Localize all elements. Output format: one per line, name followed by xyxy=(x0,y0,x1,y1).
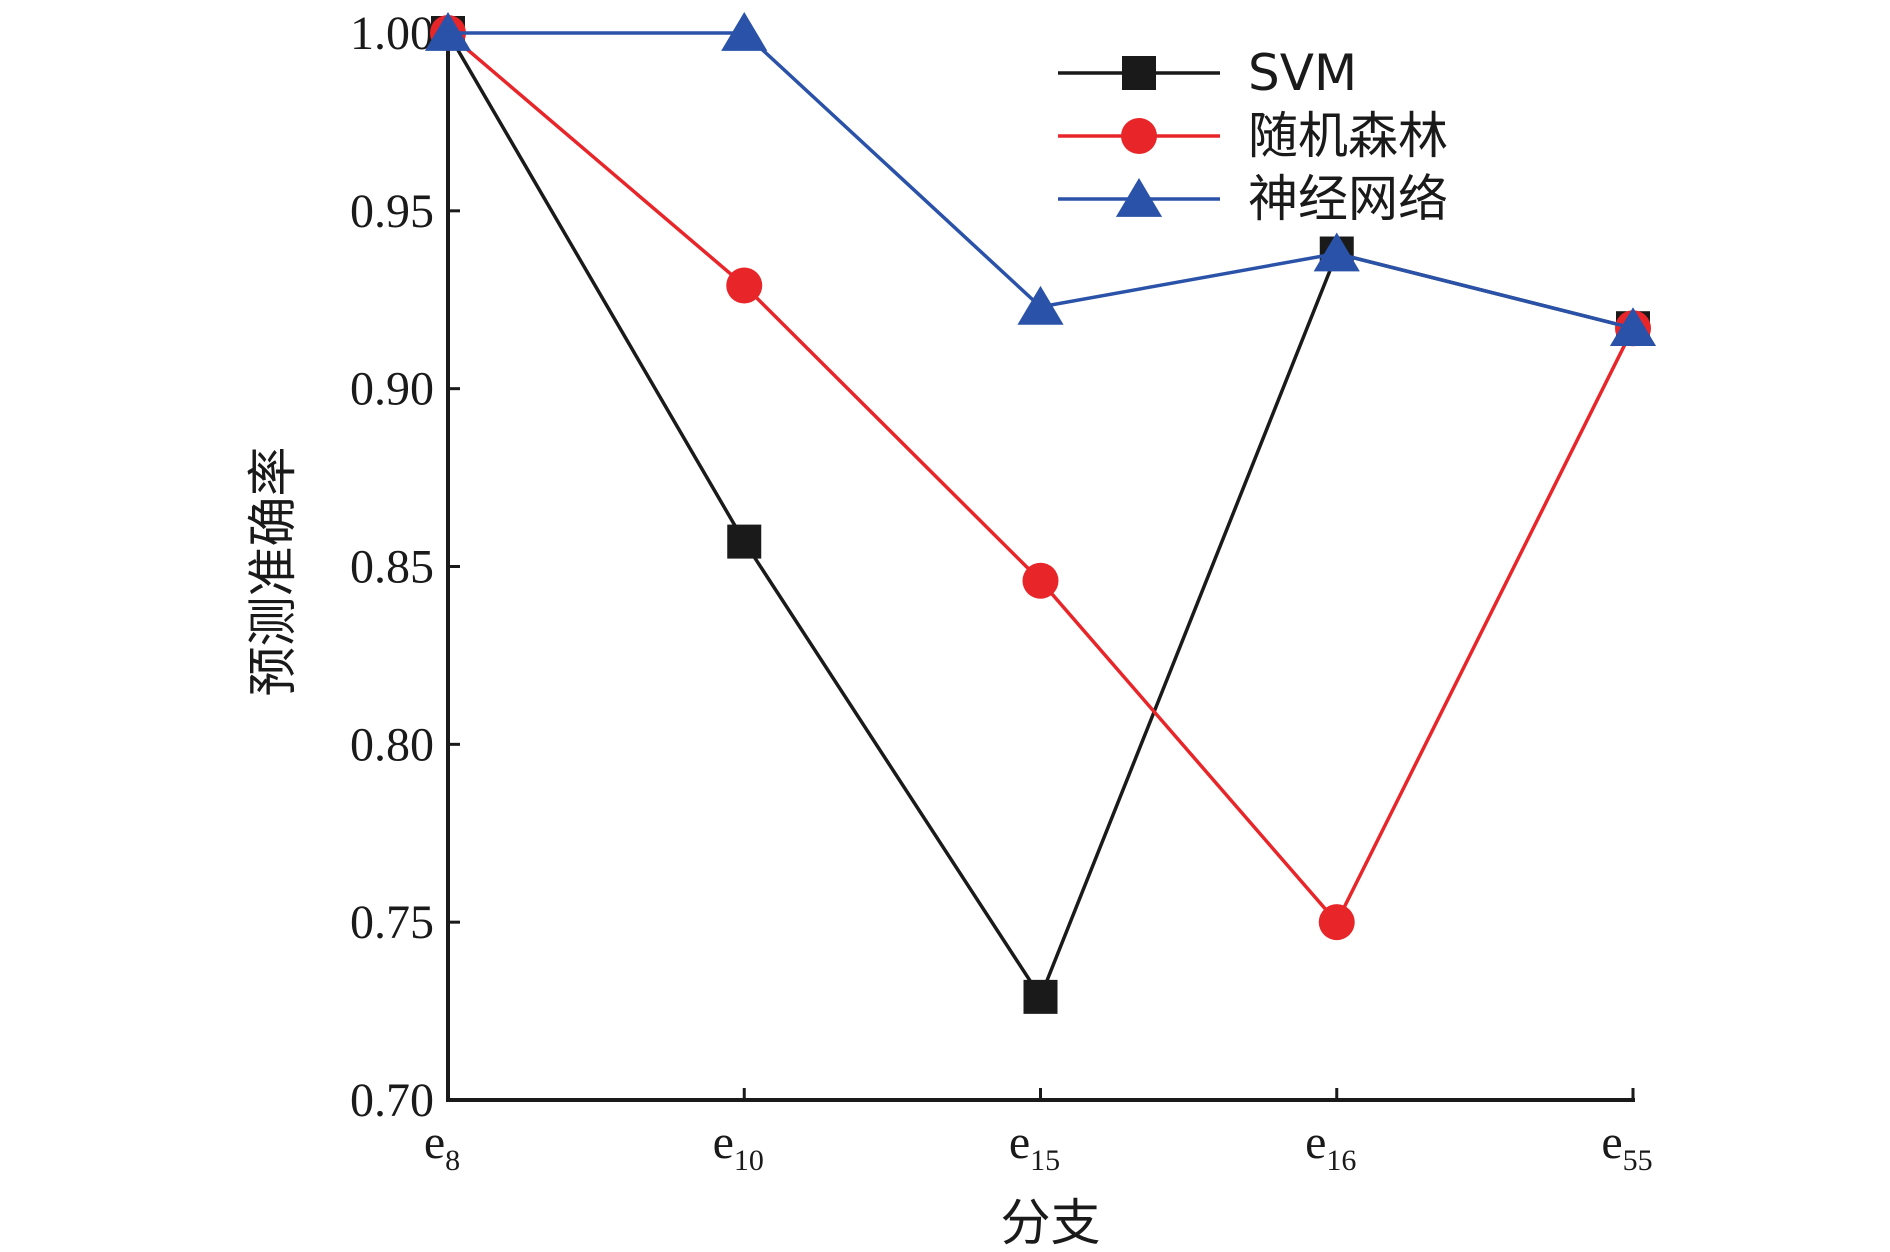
legend-item: 神经网络 xyxy=(1058,170,1448,228)
x-tick-label: e8 xyxy=(424,1116,460,1177)
data-point xyxy=(1318,904,1355,941)
x-tick-label: e16 xyxy=(1305,1116,1356,1177)
x-tick-label: e55 xyxy=(1601,1116,1652,1177)
legend-marker xyxy=(1115,178,1163,217)
legend-label: SVM xyxy=(1248,44,1357,102)
data-point xyxy=(1609,307,1657,347)
series-0 xyxy=(431,16,1650,1014)
y-tick-label: 0.80 xyxy=(350,718,434,771)
legend-marker xyxy=(1121,118,1157,154)
data-point xyxy=(1022,562,1059,599)
y-tick-label: 0.85 xyxy=(350,541,434,594)
data-point xyxy=(1313,232,1360,272)
series-2 xyxy=(424,12,1657,347)
y-tick-label: 0.95 xyxy=(350,185,434,238)
legend-item: SVM xyxy=(1058,44,1357,102)
series-layer xyxy=(424,12,1657,1014)
x-axis-title: 分支 xyxy=(1001,1194,1101,1252)
legend-label: 随机森林 xyxy=(1248,107,1448,165)
x-tick-label: e10 xyxy=(713,1116,764,1177)
legend-label: 神经网络 xyxy=(1248,170,1448,228)
legend-item: 随机森林 xyxy=(1058,107,1448,165)
data-point xyxy=(721,12,768,51)
y-tick-label: 1.00 xyxy=(350,7,434,60)
data-point xyxy=(1023,979,1058,1014)
series-line xyxy=(446,31,1635,926)
y-tick-label: 0.90 xyxy=(350,363,434,416)
series-line xyxy=(448,31,1634,330)
data-point xyxy=(1017,285,1064,325)
data-point xyxy=(726,267,763,304)
y-tick-label: 0.70 xyxy=(350,1074,434,1127)
legend-marker xyxy=(1122,56,1156,90)
data-point xyxy=(424,12,472,51)
y-ticks: 0.70 0.75 0.80 0.85 0.90 0.95 1.00 xyxy=(350,7,460,1127)
x-ticks: e8 e10 e15 e16 e55 xyxy=(424,1088,1653,1177)
data-point xyxy=(727,524,762,559)
series-1 xyxy=(430,15,1651,941)
series-line xyxy=(446,32,1634,1001)
y-axis-title: 预测准确率 xyxy=(244,447,302,697)
y-tick-label: 0.75 xyxy=(350,896,434,949)
x-tick-label: e15 xyxy=(1009,1116,1060,1177)
